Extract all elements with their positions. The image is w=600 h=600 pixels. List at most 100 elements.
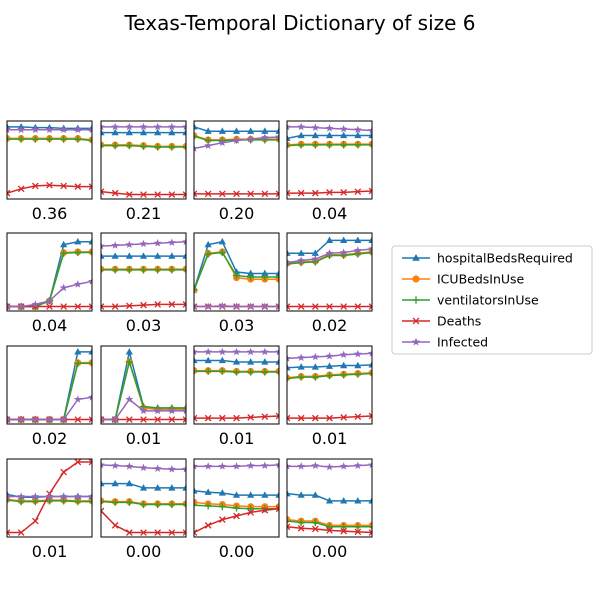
data-point-Infected <box>153 239 162 247</box>
data-point-Deaths <box>218 516 226 523</box>
data-point-Infected <box>287 122 291 131</box>
data-point-Deaths <box>261 413 269 421</box>
data-point-Deaths <box>340 414 348 421</box>
data-point-Deaths <box>7 189 11 197</box>
data-point-hospitalBedsRequired <box>311 491 319 498</box>
data-point-hospitalBedsRequired <box>297 363 305 370</box>
data-point-Infected <box>339 124 348 133</box>
data-point-Infected <box>125 240 134 248</box>
data-point-Deaths <box>368 303 372 310</box>
data-point-Infected <box>260 347 269 356</box>
data-point-Infected <box>232 462 241 470</box>
data-point-ventilatorsInUse <box>297 141 305 149</box>
data-point-Deaths <box>275 412 279 420</box>
data-point-Deaths <box>368 187 372 195</box>
panel-frame <box>286 345 373 425</box>
panel-frame <box>193 345 280 425</box>
data-point-Infected <box>297 256 306 264</box>
legend-item-Infected: Infected <box>402 335 488 350</box>
data-point-hospitalBedsRequired <box>287 363 291 371</box>
data-point-hospitalBedsRequired <box>125 252 133 259</box>
data-point-Infected <box>88 277 92 285</box>
data-point-Deaths <box>88 416 92 423</box>
panels-grid: 0.36 0.21 0.20 0.04 0.04 0.03 0.03 0.02 0.02 0.01… <box>6 120 373 561</box>
data-point-ventilatorsInUse <box>368 248 372 257</box>
data-point-hospitalBedsRequired <box>125 348 133 355</box>
data-point-Deaths <box>354 188 362 196</box>
data-point-Deaths <box>275 190 279 198</box>
panel-frame <box>193 458 280 538</box>
data-point-Infected <box>101 122 105 131</box>
data-point-hospitalBedsRequired <box>232 358 241 365</box>
data-point-Deaths <box>168 191 176 198</box>
data-point-Deaths <box>60 468 68 476</box>
data-point-Infected <box>368 126 372 134</box>
data-point-Infected <box>45 296 54 305</box>
data-point-ventilatorsInUse <box>101 266 105 274</box>
data-point-Infected <box>88 492 92 500</box>
legend-marker-ventilatorsInUse <box>412 296 420 304</box>
data-point-Deaths <box>31 182 39 190</box>
panel-plot-area <box>101 348 186 424</box>
data-point-ventilatorsInUse <box>7 135 11 143</box>
data-point-ventilatorsInUse <box>111 498 119 506</box>
panel-frame <box>100 458 187 538</box>
data-point-hospitalBedsRequired <box>232 127 241 134</box>
data-point-ventilatorsInUse <box>194 501 198 509</box>
data-point-hospitalBedsRequired <box>311 363 319 370</box>
data-point-hospitalBedsRequired <box>261 491 269 498</box>
series-line-ventilatorsInUse <box>7 362 92 421</box>
panel-5: 0.04 <box>6 232 93 335</box>
data-point-Deaths <box>168 416 176 423</box>
data-point-Infected <box>368 460 372 469</box>
data-point-Infected <box>101 415 105 423</box>
panel-8: 0.02 <box>286 232 373 335</box>
data-point-Deaths <box>326 303 333 310</box>
series-line-hospitalBedsRequired <box>194 240 279 291</box>
panel-weight-label: 0.20 <box>219 204 255 223</box>
data-point-ventilatorsInUse <box>182 143 186 151</box>
data-point-ventilatorsInUse <box>325 523 334 531</box>
data-point-ventilatorsInUse <box>340 141 348 149</box>
data-point-Infected <box>45 492 54 500</box>
data-point-Deaths <box>125 191 133 198</box>
data-point-Deaths <box>287 523 291 531</box>
panel-frame <box>193 120 280 200</box>
data-point-Deaths <box>233 190 240 198</box>
data-point-Deaths <box>354 528 362 536</box>
data-point-hospitalBedsRequired <box>261 269 269 277</box>
panel-plot-area <box>287 236 372 310</box>
data-point-ventilatorsInUse <box>31 498 39 506</box>
data-point-hospitalBedsRequired <box>218 489 226 496</box>
data-point-Deaths <box>88 459 92 466</box>
panel-frame <box>6 232 93 312</box>
panel-weight-label: 0.00 <box>126 542 162 561</box>
data-point-Deaths <box>46 181 53 189</box>
panel-plot-area <box>287 122 372 197</box>
data-point-hospitalBedsRequired <box>275 269 279 277</box>
panel-plot-area <box>101 460 186 536</box>
data-point-Deaths <box>275 505 279 513</box>
data-point-Deaths <box>74 459 82 466</box>
series-line-Deaths <box>101 510 186 534</box>
data-point-Deaths <box>182 301 186 308</box>
data-point-Infected <box>153 122 162 131</box>
panel-weight-label: 0.03 <box>219 316 255 335</box>
data-point-hospitalBedsRequired <box>275 358 279 365</box>
data-point-Infected <box>59 125 68 134</box>
data-point-Infected <box>45 125 54 134</box>
data-point-Infected <box>287 462 291 470</box>
data-point-hospitalBedsRequired <box>368 361 372 368</box>
panel-weight-label: 0.02 <box>32 429 68 448</box>
panel-4: 0.04 <box>286 120 373 223</box>
data-point-Deaths <box>88 183 92 190</box>
data-point-Deaths <box>46 303 53 310</box>
data-point-hospitalBedsRequired <box>154 128 162 136</box>
data-point-hospitalBedsRequired <box>74 348 82 355</box>
data-point-Infected <box>297 122 306 131</box>
data-point-Infected <box>17 302 26 310</box>
data-point-ventilatorsInUse <box>154 143 162 151</box>
panel-3: 0.20 <box>193 120 280 223</box>
data-point-hospitalBedsRequired <box>368 236 372 243</box>
data-point-hospitalBedsRequired <box>297 131 305 139</box>
